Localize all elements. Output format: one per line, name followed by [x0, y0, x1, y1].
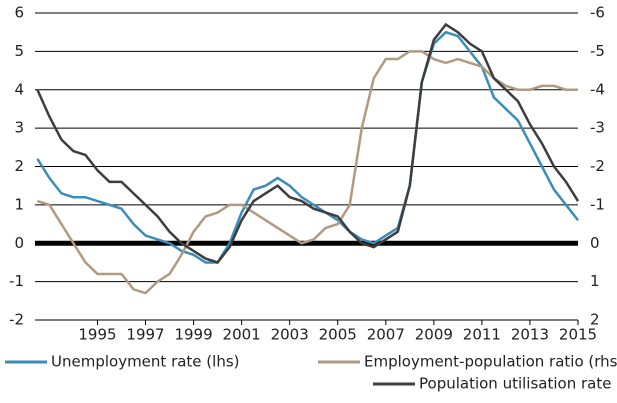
- y2-tick-label: -5: [590, 42, 605, 60]
- y-tick-label: 5: [14, 42, 24, 60]
- y2-tick-label: -3: [590, 119, 605, 137]
- x-tick-label: 2009: [415, 326, 453, 344]
- y-tick-label: 0: [14, 234, 24, 252]
- y2-tick-label: 0: [590, 234, 600, 252]
- series-line: [36, 22, 580, 264]
- y-tick-label: -1: [9, 272, 24, 290]
- legend-label: Population utilisation rate (rhs): [419, 375, 617, 393]
- x-tick-label: 2001: [223, 326, 261, 344]
- y2-tick-label: 2: [590, 311, 600, 329]
- y2-tick-label: -4: [590, 80, 605, 98]
- x-tick-label: 1995: [78, 326, 116, 344]
- y-tick-label: -2: [9, 311, 24, 329]
- x-tick-label: 2005: [319, 326, 357, 344]
- x-tick-label: 1999: [174, 326, 212, 344]
- legend-label: Unemployment rate (lhs): [51, 353, 240, 371]
- y2-tick-label: -2: [590, 157, 605, 175]
- y2-tick-label: -6: [590, 4, 605, 22]
- x-tick-label: 2015: [559, 326, 597, 344]
- x-tick-label: 1997: [126, 326, 164, 344]
- x-tick-label: 2011: [463, 326, 501, 344]
- y2-tick-label: 1: [590, 272, 600, 290]
- x-tick-label: 2003: [271, 326, 309, 344]
- y-tick-label: 4: [14, 80, 24, 98]
- y-tick-label: 1: [14, 195, 24, 213]
- series-line: [36, 30, 579, 264]
- y2-tick-label: -1: [590, 195, 605, 213]
- y-tick-label: 2: [14, 157, 24, 175]
- y-tick-label: 3: [14, 119, 24, 137]
- y-tick-label: 6: [14, 4, 24, 22]
- x-tick-label: 2013: [511, 326, 549, 344]
- series-line: [37, 50, 578, 295]
- x-tick-label: 2007: [367, 326, 405, 344]
- legend-label: Employment-population ratio (rhs): [364, 353, 617, 371]
